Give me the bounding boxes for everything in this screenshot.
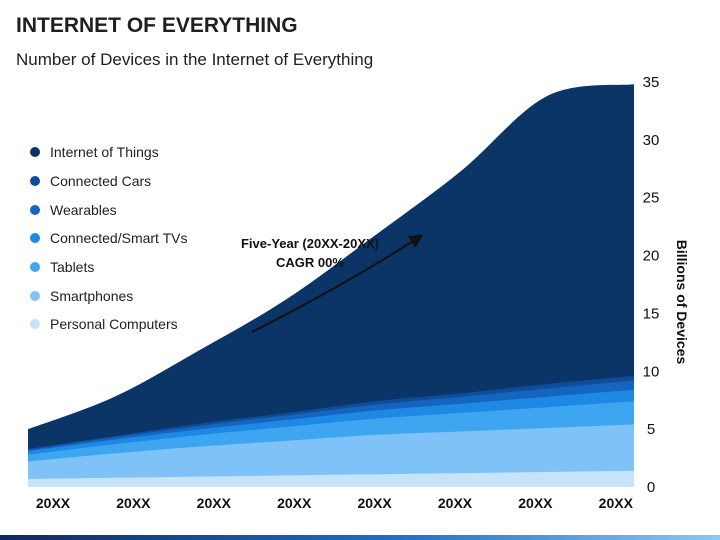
legend-swatch [30, 319, 40, 330]
area-personal-computers [28, 470, 634, 487]
legend-label: Connected Cars [50, 173, 152, 190]
y-tick-label: 30 [643, 132, 660, 149]
x-tick-label: 20XX [277, 495, 312, 511]
x-tick-label: 20XX [357, 495, 392, 511]
legend-swatch [30, 233, 40, 244]
legend-item-connected-smart-tvs: Connected/Smart TVs [30, 224, 187, 253]
y-tick-label: 10 [643, 363, 660, 380]
legend-label: Connected/Smart TVs [50, 230, 188, 247]
x-tick-label: 20XX [116, 495, 151, 511]
x-tick-label: 20XX [197, 495, 232, 511]
legend-item-tablets: Tablets [30, 253, 187, 282]
legend-label: Wearables [50, 201, 117, 218]
x-tick-label: 20XX [518, 495, 553, 511]
legend-item-connected-cars: Connected Cars [30, 167, 187, 196]
chart-legend: Internet of Things Connected Cars Wearable… [30, 138, 187, 339]
legend-label: Personal Computers [50, 316, 178, 333]
cagr-value-label: CAGR 00% [276, 255, 344, 270]
y-tick-label: 20 [643, 248, 660, 265]
legend-label: Internet of Things [50, 144, 159, 161]
x-tick-label: 20XX [438, 495, 473, 511]
x-axis-ticks: 20XX 20XX 20XX 20XX 20XX 20XX 20XX 20XX [36, 495, 634, 511]
x-tick-label: 20XX [599, 495, 634, 511]
legend-item-smartphones: Smartphones [30, 281, 187, 310]
chart-areas [28, 84, 634, 488]
slide-subtitle: Number of Devices in the Internet of Eve… [16, 50, 374, 69]
y-tick-label: 25 [643, 190, 660, 207]
legend-item-wearables: Wearables [30, 195, 187, 224]
y-axis-label: Billions of Devices [674, 239, 690, 365]
legend-swatch [30, 204, 40, 215]
legend-swatch [30, 290, 40, 301]
y-tick-label: 15 [643, 305, 660, 322]
x-tick-label: 20XX [36, 495, 71, 511]
footer-bar [0, 535, 720, 540]
area-internet-of-things [28, 84, 634, 488]
y-tick-label: 35 [643, 74, 660, 91]
slide-title: INTERNET OF EVERYTHING [16, 14, 298, 37]
y-tick-label: 0 [647, 479, 655, 496]
legend-item-personal-computers: Personal Computers [30, 310, 187, 339]
cagr-period-label: Five-Year (20XX-20XX) [240, 236, 380, 251]
legend-swatch [30, 147, 40, 158]
cagr-annotation: Five-Year (20XX-20XX) CAGR 00% [222, 234, 398, 272]
y-tick-label: 5 [647, 421, 655, 438]
legend-label: Tablets [50, 259, 95, 276]
legend-swatch [30, 262, 40, 273]
legend-item-internet-of-things: Internet of Things [30, 138, 187, 167]
y-axis-ticks: 0 5 10 15 20 25 30 35 [643, 74, 660, 496]
legend-label: Smartphones [50, 287, 134, 304]
legend-swatch [30, 176, 40, 187]
growth-arrow [251, 234, 424, 333]
area-smartphones [28, 424, 634, 487]
